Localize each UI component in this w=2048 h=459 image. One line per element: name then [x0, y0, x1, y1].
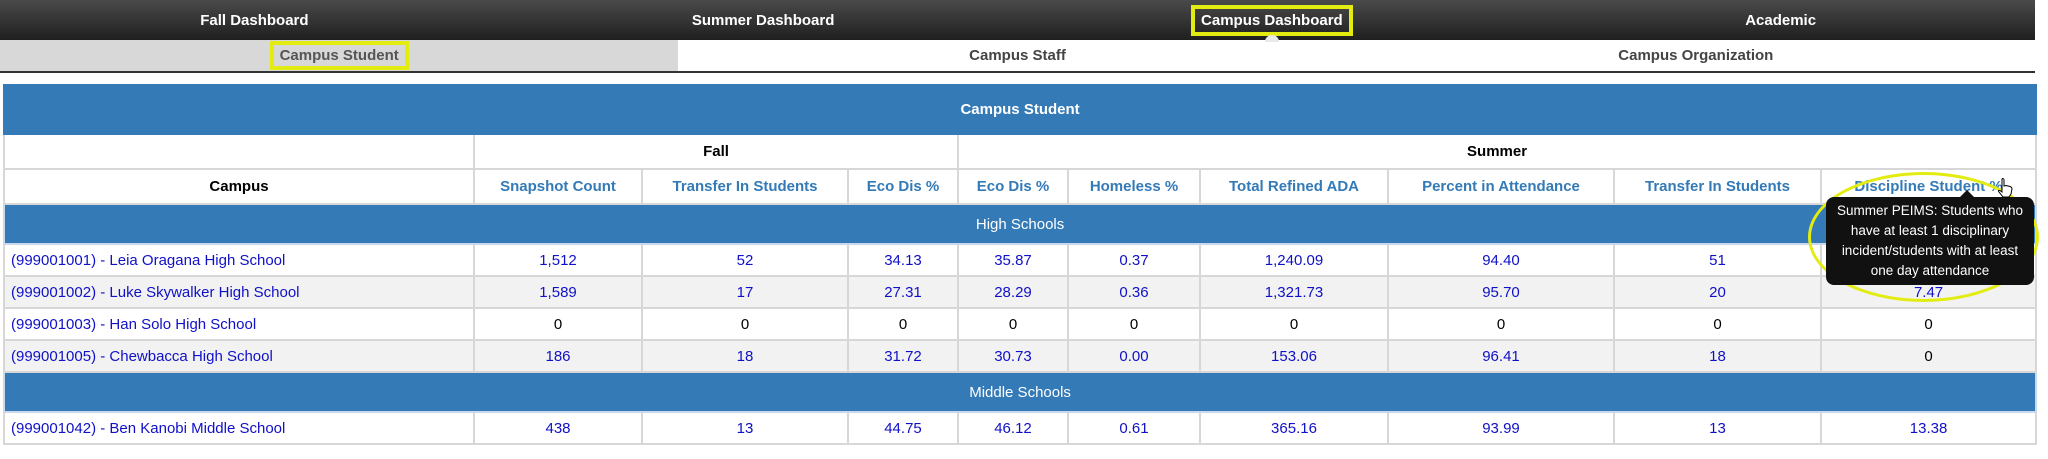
cell-discipline-student: 0	[1819, 339, 2038, 373]
subtab-campus-organization[interactable]: Campus Organization	[1357, 40, 2035, 71]
col-summer-transfer-in[interactable]: Transfer In Students	[1613, 168, 1822, 205]
campus-link[interactable]: (999001002) - Luke Skywalker High School	[3, 275, 475, 309]
cell-percent-attendance: 96.41	[1387, 339, 1615, 373]
cell-fall-transfer-in: 18	[641, 339, 849, 373]
hand-cursor-icon	[1997, 178, 2013, 198]
table-row: (999001005) - Chewbacca High School 186 18…	[3, 339, 2038, 373]
cell-snapshot-count: 438	[473, 411, 643, 445]
cell-percent-attendance: 0	[1387, 307, 1615, 341]
subtab-label: Campus Organization	[1618, 47, 1774, 64]
cell-summer-eco-dis: 28.29	[957, 275, 1069, 309]
active-tab-indicator	[1264, 35, 1279, 42]
tab-label: Campus Dashboard	[1191, 4, 1353, 36]
tab-fall-dashboard[interactable]: Fall Dashboard	[0, 0, 509, 40]
tab-summer-dashboard[interactable]: Summer Dashboard	[509, 0, 1018, 40]
col-snapshot-count[interactable]: Snapshot Count	[473, 168, 643, 205]
cell-discipline-student: 0	[1819, 307, 2038, 341]
cell-fall-eco-dis: 44.75	[847, 411, 959, 445]
section-label: High Schools	[2, 203, 2038, 245]
campus-student-table: Campus Student Fall Summer Campus Snapsh…	[2, 84, 2038, 445]
campus-link[interactable]: (999001001) - Leia Oragana High School	[3, 243, 475, 277]
cell-homeless: 0.37	[1067, 243, 1201, 277]
cell-fall-eco-dis: 34.13	[847, 243, 959, 277]
campus-link[interactable]: (999001005) - Chewbacca High School	[3, 339, 475, 373]
cell-homeless: 0.36	[1067, 275, 1201, 309]
cell-percent-attendance: 94.40	[1387, 243, 1615, 277]
tab-label: Fall Dashboard	[200, 11, 309, 29]
table-row: (999001003) - Han Solo High School 0 0 0 0 0 0…	[3, 307, 2038, 341]
cell-fall-transfer-in: 17	[641, 275, 849, 309]
table-body: High Schools (999001001) - Leia Oragana H…	[2, 203, 2038, 445]
cell-summer-transfer-in: 20	[1613, 275, 1822, 309]
col-percent-attendance[interactable]: Percent in Attendance	[1387, 168, 1615, 205]
campus-link[interactable]: (999001003) - Han Solo High School	[3, 307, 475, 341]
cell-homeless: 0.61	[1067, 411, 1201, 445]
top-nav: Fall Dashboard Summer Dashboard Campus D…	[0, 0, 2035, 42]
cell-fall-transfer-in: 0	[641, 307, 849, 341]
col-summer-eco-dis[interactable]: Eco Dis %	[957, 168, 1069, 205]
cell-summer-transfer-in: 51	[1613, 243, 1822, 277]
section-label: Middle Schools	[2, 371, 2038, 413]
cell-total-refined-ada: 153.06	[1199, 339, 1389, 373]
cell-fall-eco-dis: 27.31	[847, 275, 959, 309]
table-title: Campus Student	[2, 84, 2038, 135]
discipline-tooltip: Summer PEIMS: Students who have at least…	[1826, 190, 2034, 285]
col-total-refined-ada[interactable]: Total Refined ADA	[1199, 168, 1389, 205]
cell-summer-transfer-in: 0	[1613, 307, 1822, 341]
col-fall-transfer-in[interactable]: Transfer In Students	[641, 168, 849, 205]
cell-total-refined-ada: 1,240.09	[1199, 243, 1389, 277]
tab-label: Summer Dashboard	[691, 11, 835, 29]
cell-total-refined-ada: 1,321.73	[1199, 275, 1389, 309]
sub-nav: Campus Student Campus Staff Campus Organ…	[0, 40, 2035, 73]
campus-link[interactable]: (999001042) - Ben Kanobi Middle School	[3, 411, 475, 445]
cell-fall-eco-dis: 0	[847, 307, 959, 341]
col-fall-eco-dis[interactable]: Eco Dis %	[847, 168, 959, 205]
cell-summer-transfer-in: 13	[1613, 411, 1822, 445]
section-row: Middle Schools	[2, 371, 2038, 413]
table-row: (999001002) - Luke Skywalker High School…	[3, 275, 2038, 309]
cell-summer-eco-dis: 46.12	[957, 411, 1069, 445]
col-campus: Campus	[3, 168, 475, 205]
tab-label: Academic	[1745, 11, 1817, 29]
cell-fall-transfer-in: 52	[641, 243, 849, 277]
cell-fall-transfer-in: 13	[641, 411, 849, 445]
cell-homeless: 0	[1067, 307, 1201, 341]
subtab-campus-staff[interactable]: Campus Staff	[678, 40, 1356, 71]
tab-campus-dashboard[interactable]: Campus Dashboard	[1018, 0, 1527, 42]
cell-summer-eco-dis: 0	[957, 307, 1069, 341]
cell-percent-attendance: 93.99	[1387, 411, 1615, 445]
section-row: High Schools	[2, 203, 2038, 245]
cell-snapshot-count: 0	[473, 307, 643, 341]
group-fall: Fall	[473, 133, 959, 170]
table-row: (999001042) - Ben Kanobi Middle School 43…	[3, 411, 2038, 445]
cell-snapshot-count: 1,589	[473, 275, 643, 309]
table-row: (999001001) - Leia Oragana High School 1,…	[3, 243, 2038, 277]
group-spacer	[3, 133, 475, 170]
tab-academic[interactable]: Academic	[1526, 0, 2035, 40]
cell-percent-attendance: 95.70	[1387, 275, 1615, 309]
subtab-label: Campus Student	[269, 41, 409, 70]
col-homeless[interactable]: Homeless %	[1067, 168, 1201, 205]
cell-discipline-student: 13.38	[1819, 411, 2038, 445]
cell-total-refined-ada: 365.16	[1199, 411, 1389, 445]
cell-summer-transfer-in: 18	[1613, 339, 1822, 373]
subtab-label: Campus Staff	[969, 47, 1066, 64]
cell-total-refined-ada: 0	[1199, 307, 1389, 341]
subtab-campus-student[interactable]: Campus Student	[0, 40, 679, 71]
cell-fall-eco-dis: 31.72	[847, 339, 959, 373]
cell-snapshot-count: 1,512	[473, 243, 643, 277]
cell-homeless: 0.00	[1067, 339, 1201, 373]
cell-summer-eco-dis: 35.87	[957, 243, 1069, 277]
cell-snapshot-count: 186	[473, 339, 643, 373]
group-summer: Summer	[956, 133, 2038, 170]
highlight-ring	[1808, 172, 2039, 302]
cell-summer-eco-dis: 30.73	[957, 339, 1069, 373]
